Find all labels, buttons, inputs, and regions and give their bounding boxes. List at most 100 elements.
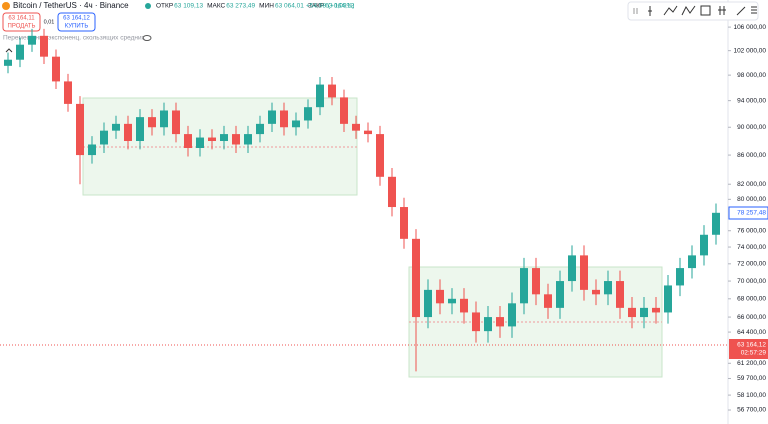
ohlc-value: 63 164,12 <box>325 3 354 10</box>
y-tick-label: 61 200,00 <box>737 360 766 367</box>
candle-body <box>364 130 372 135</box>
candle-body <box>508 303 516 327</box>
candle-body <box>268 110 276 124</box>
candle-body <box>40 35 48 57</box>
y-tick-label: 68 000,00 <box>737 296 766 303</box>
tool-cursor[interactable] <box>648 6 652 16</box>
y-tick-label: 72 000,00 <box>737 261 766 268</box>
sell-label[interactable]: ПРОДАТЬ <box>8 24 36 30</box>
visibility-icon[interactable] <box>142 35 152 41</box>
candle-body <box>460 298 468 313</box>
candle-body <box>520 268 528 304</box>
candle-body <box>412 238 420 318</box>
y-tick-label: 86 000,00 <box>737 152 766 159</box>
ohlc-value: 63 273,49 <box>226 3 255 10</box>
candle-body <box>124 123 132 142</box>
buy-label[interactable]: КУПИТЬ <box>65 24 89 30</box>
candle-body <box>472 312 480 332</box>
candle-body <box>664 285 672 313</box>
tool-menu[interactable] <box>751 6 757 14</box>
candle-body <box>160 110 168 128</box>
tool-rect[interactable] <box>700 5 711 16</box>
y-tick-label: 59 700,00 <box>737 375 766 382</box>
candle-body <box>676 268 684 286</box>
sell-price[interactable]: 63 164,11 <box>8 16 35 22</box>
candle-body <box>88 144 96 156</box>
y-tick-label: 106 000,00 <box>733 24 766 31</box>
candle-body <box>376 134 384 177</box>
spread: 0,01 <box>44 19 55 25</box>
y-tick-label: 102 000,00 <box>733 47 766 54</box>
candle-body <box>316 84 324 108</box>
candle-body <box>580 255 588 290</box>
countdown: 02:57:29 <box>741 350 767 357</box>
sell-button[interactable] <box>2 12 41 32</box>
candle-body <box>544 294 552 308</box>
candle-body <box>340 97 348 124</box>
candle-body <box>208 137 216 142</box>
candle-body <box>436 289 444 304</box>
candle-body <box>100 130 108 145</box>
buy-button[interactable] <box>57 12 96 32</box>
tool-trend[interactable] <box>663 5 678 16</box>
y-tick-label: 80 000,00 <box>737 196 766 203</box>
candle-body <box>52 56 60 82</box>
ohlc: ОТКР 63 109,13 МАКС 63 273,49 МИН 63 064,01 ЗА… <box>156 3 355 10</box>
candle-body <box>592 289 600 295</box>
candle-body <box>220 134 228 142</box>
y-tick-label: 70 000,00 <box>737 278 766 285</box>
ohlc-label: ОТКР <box>156 3 173 10</box>
candle-body <box>76 103 84 156</box>
candle-body <box>604 281 612 295</box>
candle-body <box>148 117 156 128</box>
candle-body <box>16 44 24 60</box>
candle-body <box>112 123 120 131</box>
collapse-icon[interactable] <box>5 48 13 53</box>
candle-body <box>304 107 312 121</box>
y-tick-label: 90 000,00 <box>737 124 766 131</box>
candle-body <box>352 123 360 131</box>
candle-body <box>172 110 180 135</box>
candle-body <box>400 207 408 239</box>
candle-body <box>496 317 504 327</box>
candle-body <box>28 35 36 45</box>
tool-path[interactable] <box>681 5 696 16</box>
candle-body <box>388 176 396 208</box>
y-tick-label: 56 700,00 <box>737 407 766 414</box>
candle-body <box>532 268 540 295</box>
y-tick-label: 74 000,00 <box>737 244 766 251</box>
candle-body <box>568 255 576 282</box>
candle-body <box>616 281 624 308</box>
marker-price: 78 257,48 <box>737 210 766 217</box>
ohlc-value: 63 064,01 <box>275 3 304 10</box>
symbol[interactable]: Bitcoin / TetherUS · 4ч · Binance <box>13 1 129 10</box>
candle-body <box>700 234 708 256</box>
status-dot <box>145 3 151 9</box>
y-tick-label: 98 000,00 <box>737 72 766 79</box>
change: +54,98 (+0,09%) <box>306 3 354 10</box>
ohlc-value: 63 109,13 <box>174 3 203 10</box>
candle-body <box>688 255 696 269</box>
candle-body <box>196 137 204 148</box>
y-tick-label: 58 100,00 <box>737 392 766 399</box>
candle-body <box>712 212 720 235</box>
tool-brush[interactable] <box>736 6 746 16</box>
candle-body <box>280 110 288 128</box>
candle-body <box>136 117 144 142</box>
y-tick-label: 66 000,00 <box>737 314 766 321</box>
tool-range[interactable] <box>718 6 726 15</box>
candle-body <box>448 298 456 304</box>
ohlc-label: МАКС <box>207 3 225 10</box>
candle-body <box>628 307 636 318</box>
coin-icon <box>2 2 10 10</box>
candle-body <box>244 134 252 145</box>
indicator[interactable]: Перемещение экспоненц. скользящих средни… <box>3 35 146 42</box>
candle-body <box>292 120 300 128</box>
buy-price[interactable]: 63 164,12 <box>63 16 90 22</box>
drag-handle[interactable] <box>633 8 638 14</box>
y-tick-label: 82 000,00 <box>737 181 766 188</box>
marker-price-box <box>728 206 768 220</box>
candle-body <box>4 59 12 66</box>
last-price-box <box>729 339 768 359</box>
